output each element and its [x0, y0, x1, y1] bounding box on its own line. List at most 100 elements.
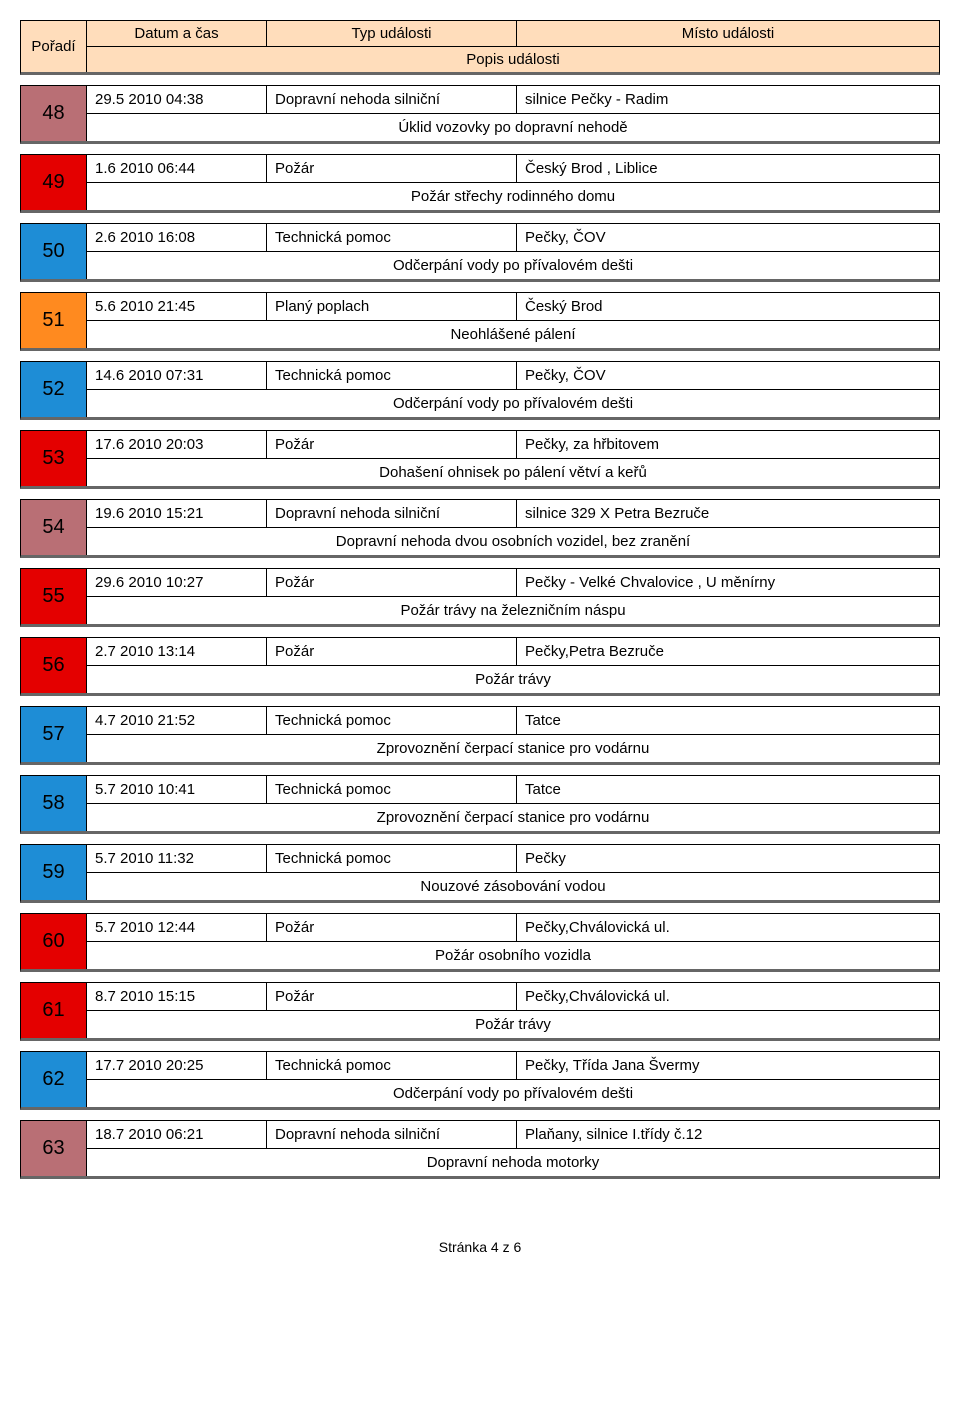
event-body: 29.5 2010 04:38Dopravní nehoda silničnís… [87, 86, 939, 141]
event-body: 5.7 2010 10:41Technická pomocTatceZprovo… [87, 776, 939, 831]
event-datetime: 18.7 2010 06:21 [87, 1121, 267, 1148]
event-data-row: 18.7 2010 06:21Dopravní nehoda silničníP… [87, 1121, 939, 1149]
event-type: Planý poplach [267, 293, 517, 320]
event-description: Zprovoznění čerpací stanice pro vodárnu [87, 804, 939, 831]
event-type: Technická pomoc [267, 845, 517, 872]
event-body: 14.6 2010 07:31Technická pomocPečky, ČOV… [87, 362, 939, 417]
event-row: 6217.7 2010 20:25Technická pomocPečky, T… [20, 1051, 940, 1110]
event-description: Požár střechy rodinného domu [87, 183, 939, 210]
event-number: 60 [21, 914, 87, 969]
event-data-row: 4.7 2010 21:52Technická pomocTatce [87, 707, 939, 735]
event-number: 48 [21, 86, 87, 141]
event-data-row: 2.7 2010 13:14PožárPečky,Petra Bezruče [87, 638, 939, 666]
event-type: Požár [267, 983, 517, 1010]
event-description: Odčerpání vody po přívalovém dešti [87, 390, 939, 417]
event-datetime: 17.6 2010 20:03 [87, 431, 267, 458]
event-data-row: 8.7 2010 15:15PožárPečky,Chválovická ul. [87, 983, 939, 1011]
event-type: Požár [267, 155, 517, 182]
event-body: 19.6 2010 15:21Dopravní nehoda silničnís… [87, 500, 939, 555]
event-number: 63 [21, 1121, 87, 1176]
event-datetime: 5.7 2010 12:44 [87, 914, 267, 941]
event-location: Tatce [517, 707, 939, 734]
page-footer: Stránka 4 z 6 [20, 1239, 940, 1255]
event-body: 8.7 2010 15:15PožárPečky,Chválovická ul.… [87, 983, 939, 1038]
event-location: Pečky,Chválovická ul. [517, 914, 939, 941]
header-misto: Místo události [517, 21, 939, 46]
event-type: Dopravní nehoda silniční [267, 500, 517, 527]
event-type: Technická pomoc [267, 224, 517, 251]
event-data-row: 17.7 2010 20:25Technická pomocPečky, Tří… [87, 1052, 939, 1080]
event-data-row: 5.7 2010 12:44PožárPečky,Chválovická ul. [87, 914, 939, 942]
event-type: Dopravní nehoda silniční [267, 86, 517, 113]
event-row: 5529.6 2010 10:27PožárPečky - Velké Chva… [20, 568, 940, 627]
event-number: 59 [21, 845, 87, 900]
event-type: Požár [267, 914, 517, 941]
event-datetime: 19.6 2010 15:21 [87, 500, 267, 527]
event-data-row: 19.6 2010 15:21Dopravní nehoda silničnís… [87, 500, 939, 528]
event-type: Technická pomoc [267, 1052, 517, 1079]
event-data-row: 2.6 2010 16:08Technická pomocPečky, ČOV [87, 224, 939, 252]
event-location: Pečky,Chválovická ul. [517, 983, 939, 1010]
event-datetime: 5.7 2010 10:41 [87, 776, 267, 803]
event-body: 18.7 2010 06:21Dopravní nehoda silničníP… [87, 1121, 939, 1176]
event-type: Technická pomoc [267, 362, 517, 389]
event-number: 58 [21, 776, 87, 831]
event-row: 6318.7 2010 06:21Dopravní nehoda silničn… [20, 1120, 940, 1179]
event-location: Pečky,Petra Bezruče [517, 638, 939, 665]
event-number: 53 [21, 431, 87, 486]
event-location: Pečky, ČOV [517, 362, 939, 389]
event-row: 5214.6 2010 07:31Technická pomocPečky, Č… [20, 361, 940, 420]
event-datetime: 4.7 2010 21:52 [87, 707, 267, 734]
event-number: 61 [21, 983, 87, 1038]
event-description: Nouzové zásobování vodou [87, 873, 939, 900]
event-number: 49 [21, 155, 87, 210]
event-row: 5419.6 2010 15:21Dopravní nehoda silničn… [20, 499, 940, 558]
event-description: Požár trávy na železničním náspu [87, 597, 939, 624]
event-datetime: 1.6 2010 06:44 [87, 155, 267, 182]
event-type: Technická pomoc [267, 707, 517, 734]
header-typ: Typ události [267, 21, 517, 46]
event-body: 17.6 2010 20:03PožárPečky, za hřbitovemD… [87, 431, 939, 486]
event-location: Pečky, ČOV [517, 224, 939, 251]
event-description: Požár trávy [87, 1011, 939, 1038]
event-body: 1.6 2010 06:44PožárČeský Brod , LibliceP… [87, 155, 939, 210]
event-location: Český Brod , Liblice [517, 155, 939, 182]
event-number: 54 [21, 500, 87, 555]
event-type: Technická pomoc [267, 776, 517, 803]
event-description: Požár trávy [87, 666, 939, 693]
event-datetime: 29.6 2010 10:27 [87, 569, 267, 596]
event-data-row: 29.6 2010 10:27PožárPečky - Velké Chvalo… [87, 569, 939, 597]
event-data-row: 5.7 2010 10:41Technická pomocTatce [87, 776, 939, 804]
event-row: 595.7 2010 11:32Technická pomocPečkyNouz… [20, 844, 940, 903]
event-location: Pečky, Třída Jana Švermy [517, 1052, 939, 1079]
event-description: Zprovoznění čerpací stanice pro vodárnu [87, 735, 939, 762]
event-description: Požár osobního vozidla [87, 942, 939, 969]
event-data-row: 29.5 2010 04:38Dopravní nehoda silničnís… [87, 86, 939, 114]
event-row: 5317.6 2010 20:03PožárPečky, za hřbitove… [20, 430, 940, 489]
event-data-row: 5.7 2010 11:32Technická pomocPečky [87, 845, 939, 873]
event-location: Pečky, za hřbitovem [517, 431, 939, 458]
event-description: Odčerpání vody po přívalovém dešti [87, 252, 939, 279]
event-description: Dopravní nehoda dvou osobních vozidel, b… [87, 528, 939, 555]
event-type: Požár [267, 638, 517, 665]
event-datetime: 8.7 2010 15:15 [87, 983, 267, 1010]
event-datetime: 2.6 2010 16:08 [87, 224, 267, 251]
event-data-row: 1.6 2010 06:44PožárČeský Brod , Liblice [87, 155, 939, 183]
events-container: 4829.5 2010 04:38Dopravní nehoda silničn… [20, 85, 940, 1179]
event-number: 56 [21, 638, 87, 693]
event-body: 29.6 2010 10:27PožárPečky - Velké Chvalo… [87, 569, 939, 624]
event-description: Dohašení ohnisek po pálení větví a keřů [87, 459, 939, 486]
event-description: Odčerpání vody po přívalovém dešti [87, 1080, 939, 1107]
event-location: Český Brod [517, 293, 939, 320]
event-datetime: 2.7 2010 13:14 [87, 638, 267, 665]
event-datetime: 5.6 2010 21:45 [87, 293, 267, 320]
event-datetime: 17.7 2010 20:25 [87, 1052, 267, 1079]
event-number: 55 [21, 569, 87, 624]
event-body: 4.7 2010 21:52Technická pomocTatceZprovo… [87, 707, 939, 762]
event-data-row: 14.6 2010 07:31Technická pomocPečky, ČOV [87, 362, 939, 390]
event-row: 491.6 2010 06:44PožárČeský Brod , Liblic… [20, 154, 940, 213]
event-number: 51 [21, 293, 87, 348]
event-row: 574.7 2010 21:52Technická pomocTatceZpro… [20, 706, 940, 765]
event-row: 605.7 2010 12:44PožárPečky,Chválovická u… [20, 913, 940, 972]
event-row: 618.7 2010 15:15PožárPečky,Chválovická u… [20, 982, 940, 1041]
